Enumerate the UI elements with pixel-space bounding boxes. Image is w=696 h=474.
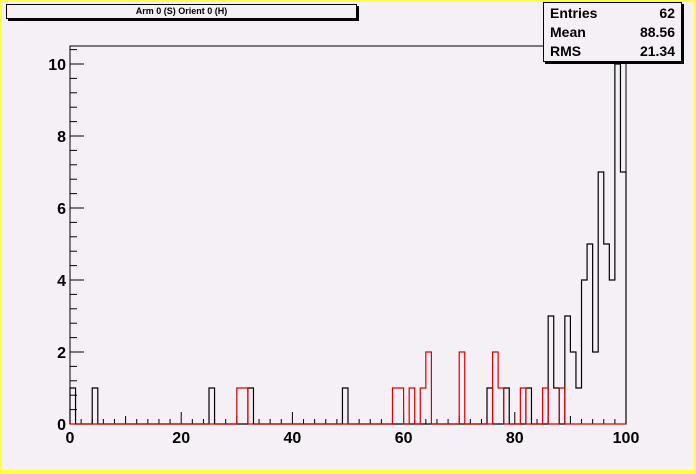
histogram-title: Arm 0 (S) Orient 0 (H) — [6, 4, 357, 19]
histogram-bin — [92, 388, 98, 424]
y-tick-label: 8 — [57, 129, 66, 146]
stats-box: Entries 62 Mean 88.56 RMS 21.34 — [543, 2, 682, 62]
histogram-bin — [70, 388, 76, 424]
histogram-bin — [570, 352, 576, 424]
histogram-bin — [237, 388, 243, 424]
histogram-bin — [526, 388, 532, 424]
x-tick-label: 100 — [613, 430, 640, 447]
histogram-bin — [342, 388, 348, 424]
histogram-bin — [615, 64, 621, 424]
y-tick-label: 0 — [57, 417, 66, 434]
x-tick-label: 60 — [395, 430, 413, 447]
histogram-bin — [582, 280, 588, 424]
histogram-bin — [493, 352, 499, 424]
histogram-bin — [620, 172, 626, 424]
histogram-bin — [487, 388, 493, 424]
histogram-bin — [498, 388, 504, 424]
stat-value: 62 — [659, 5, 675, 21]
x-tick-label: 0 — [66, 430, 75, 447]
stat-entries: Entries 62 — [550, 4, 675, 22]
stat-label: RMS — [550, 43, 582, 59]
stat-rms: RMS 21.34 — [550, 42, 675, 60]
axis-ticks — [69, 49, 627, 425]
histogram-bin — [459, 352, 465, 424]
y-tick-label: 10 — [48, 57, 66, 74]
histogram-bin — [543, 388, 549, 424]
histogram-bin — [398, 388, 404, 424]
histogram-bin — [420, 388, 426, 424]
histogram-bin — [587, 244, 593, 424]
histogram-bin — [554, 388, 560, 424]
histogram-bin — [520, 388, 526, 424]
histogram-bin — [504, 388, 510, 424]
stat-label: Mean — [550, 24, 586, 40]
histogram-bin — [604, 244, 610, 424]
stat-mean: Mean 88.56 — [550, 23, 675, 41]
histogram-bin — [598, 172, 604, 424]
stat-value: 21.34 — [639, 43, 675, 59]
histogram-bin — [576, 388, 582, 424]
y-tick-label: 4 — [57, 273, 66, 290]
histogram-bin — [565, 316, 571, 424]
histogram-bin — [609, 280, 615, 424]
y-tick-label: 2 — [57, 345, 66, 362]
histogram-bin — [426, 352, 432, 424]
series-layer — [69, 63, 627, 425]
stat-value: 88.56 — [639, 24, 675, 40]
histogram-bin — [248, 388, 254, 424]
histogram-bin — [209, 388, 215, 424]
histogram-series — [70, 351, 626, 425]
histogram-bin — [242, 388, 248, 424]
y-tick-label: 6 — [57, 201, 66, 218]
histogram-outline — [70, 351, 626, 425]
plot-frame — [69, 45, 627, 425]
x-tick-label: 80 — [506, 430, 524, 447]
histogram-series — [69, 63, 627, 425]
histogram-bin — [593, 352, 599, 424]
stat-label: Entries — [550, 5, 598, 21]
histogram-bin — [392, 388, 398, 424]
histogram-bin — [559, 388, 565, 424]
histogram-bin — [548, 316, 554, 424]
histogram-outline — [69, 63, 627, 425]
histogram-bin — [409, 388, 415, 424]
x-tick-label: 20 — [172, 430, 190, 447]
x-tick-label: 40 — [284, 430, 302, 447]
